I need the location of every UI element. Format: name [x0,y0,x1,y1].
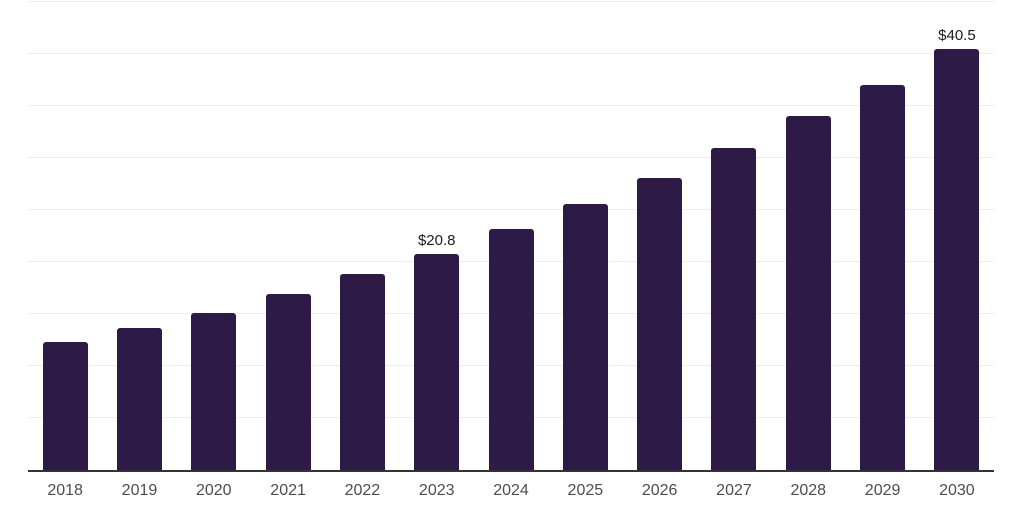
x-tick-label-2024: 2024 [493,482,529,499]
bar-slot-2018 [28,0,102,470]
gridline-30 [28,157,994,158]
x-tick-label-2028: 2028 [790,482,827,499]
bar-slot-2023: $20.8 [400,0,474,470]
bar-slot-2030: $40.5 [920,0,994,470]
x-tick-label-2022: 2022 [344,482,381,499]
x-tick-label-2023: 2023 [418,482,455,499]
bar-2021 [265,294,311,470]
x-tick-label-2030: 2030 [939,482,975,499]
bar-2023: $20.8 [414,233,460,470]
x-axis-labels: 2018 2019 2020 2021 2022 2023 2024 2025 2026 2027… [28,481,994,500]
bar-slot-2021 [251,0,325,470]
x-tick-label-2026: 2026 [641,482,678,499]
x-tick-label-2025: 2025 [567,482,604,499]
bar-2025 [562,204,608,470]
gridline-40 [28,53,994,54]
bar-slot-2027 [697,0,771,470]
bar-2019 [116,328,162,470]
bar-2018 [42,342,88,470]
bar-2030: $40.5 [934,28,980,470]
bar-2024 [488,229,534,470]
bar-2029 [860,85,906,470]
x-tick-label-2021: 2021 [270,482,306,499]
bar-2027 [711,148,757,470]
x-tick-label-2029: 2029 [864,482,901,499]
data-label-2030: $40.5 [938,27,976,44]
x-tick-label-2027: 2027 [716,482,752,499]
bar-slot-2028 [771,0,845,470]
x-axis-line [28,470,994,472]
bar-slot-2029 [845,0,919,470]
bar-slot-2026 [623,0,697,470]
bars-container: $20.8 $40.5 [28,0,994,470]
bar-slot-2020 [177,0,251,470]
plot-area: $20.8 $40.5 [28,0,994,470]
x-tick-label-2018: 2018 [47,482,83,499]
x-tick-label-2019: 2019 [121,482,158,499]
gridline-35 [28,105,994,106]
bar-slot-2025 [548,0,622,470]
bar-2026 [637,178,683,470]
bar-2028 [785,116,831,470]
bar-slot-2019 [102,0,176,470]
data-label-2023: $20.8 [417,232,456,249]
gridline-45 [28,1,994,2]
gridline-25 [28,209,994,210]
x-tick-label-2020: 2020 [195,482,232,499]
bar-slot-2022 [325,0,399,470]
bar-2022 [339,274,385,470]
bar-slot-2024 [474,0,548,470]
bar-2020 [191,313,237,470]
